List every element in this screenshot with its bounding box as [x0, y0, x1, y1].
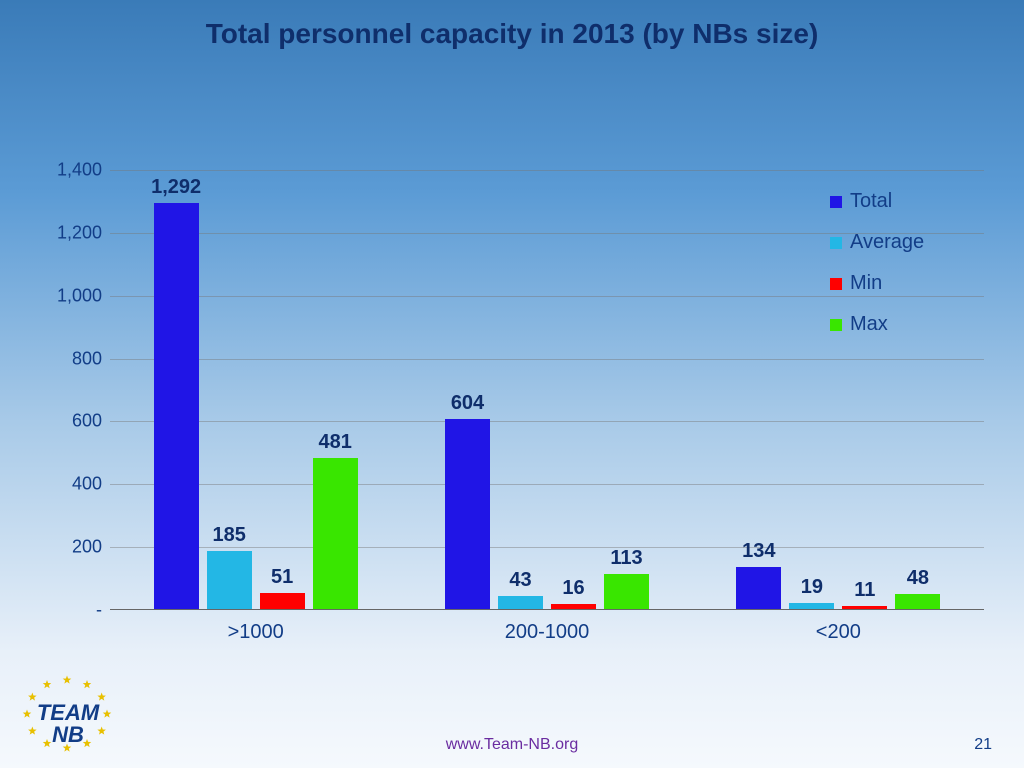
team-nb-logo: TEAM NB [20, 674, 115, 754]
y-tick-label: - [40, 600, 102, 621]
y-tick-label: 1,200 [40, 222, 102, 243]
star-icon [83, 680, 92, 688]
star-icon [28, 693, 37, 701]
legend-swatch [830, 319, 842, 331]
bar-value-label: 134 [742, 540, 775, 563]
bar-value-label: 185 [212, 524, 245, 547]
logo-text-bottom: NB [52, 722, 84, 747]
legend-item: Max [830, 313, 924, 336]
bar-value-label: 113 [610, 547, 642, 570]
chart-title: Total personnel capacity in 2013 (by NBs… [0, 18, 1024, 50]
bar [260, 593, 305, 609]
legend: Total Average Min Max [830, 190, 924, 354]
legend-item: Total [830, 190, 924, 213]
bar-value-label: 604 [451, 392, 484, 415]
gridline [110, 484, 984, 485]
gridline [110, 547, 984, 548]
bar [445, 419, 490, 609]
x-category-label: >1000 [228, 621, 284, 644]
legend-label: Total [850, 190, 892, 213]
gridline [110, 170, 984, 171]
bar [736, 567, 781, 609]
bar [551, 604, 596, 609]
gridline [110, 421, 984, 422]
bar-value-label: 1,292 [151, 176, 201, 199]
star-icon [43, 739, 52, 747]
y-tick-label: 800 [40, 348, 102, 369]
bar-value-label: 16 [562, 577, 584, 600]
star-icon [43, 680, 52, 688]
bar [154, 203, 199, 609]
y-tick-label: 600 [40, 411, 102, 432]
legend-swatch [830, 237, 842, 249]
star-icon [28, 727, 37, 735]
legend-item: Average [830, 231, 924, 254]
legend-label: Average [850, 231, 924, 254]
legend-item: Min [830, 272, 924, 295]
y-tick-label: 400 [40, 474, 102, 495]
bar-value-label: 481 [318, 431, 351, 454]
star-icon [103, 710, 112, 718]
page-number: 21 [974, 736, 992, 754]
bar [842, 606, 887, 609]
legend-label: Max [850, 313, 888, 336]
x-category-label: <200 [816, 621, 861, 644]
bar [207, 551, 252, 609]
bar-value-label: 48 [907, 567, 929, 590]
x-category-label: 200-1000 [505, 621, 590, 644]
star-icon [97, 727, 106, 735]
bar [604, 574, 649, 610]
legend-swatch [830, 196, 842, 208]
legend-swatch [830, 278, 842, 290]
bar-value-label: 51 [271, 566, 293, 589]
gridline [110, 359, 984, 360]
y-tick-label: 200 [40, 537, 102, 558]
bar-value-label: 11 [854, 579, 875, 602]
y-tick-label: 1,000 [40, 285, 102, 306]
bar [895, 594, 940, 609]
star-icon [23, 710, 32, 718]
footer-url: www.Team-NB.org [0, 736, 1024, 754]
bar-value-label: 19 [801, 576, 823, 599]
bar-value-label: 43 [509, 569, 531, 592]
x-axis-labels: >1000 200-1000 <200 [110, 615, 984, 655]
bar [313, 458, 358, 609]
star-icon [63, 676, 72, 684]
bar [498, 596, 543, 610]
y-axis: -2004006008001,0001,2001,400 [40, 170, 110, 610]
slide: Total personnel capacity in 2013 (by NBs… [0, 0, 1024, 768]
star-icon [83, 739, 92, 747]
bar [789, 603, 834, 609]
y-tick-label: 1,400 [40, 160, 102, 181]
legend-label: Min [850, 272, 882, 295]
